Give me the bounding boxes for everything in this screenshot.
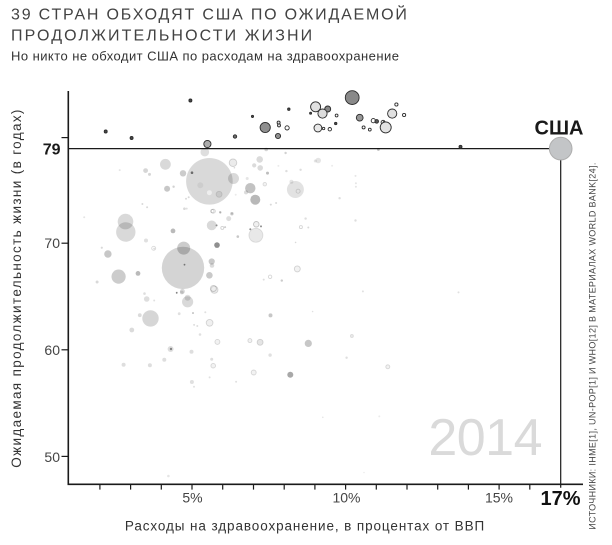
svg-text:15%: 15% <box>485 490 513 506</box>
svg-text:Но никто не обходит США по рас: Но никто не обходит США по расходам на з… <box>11 48 399 63</box>
svg-text:39 СТРАН ОБХОДЯТ США ПО ОЖИДАЕ: 39 СТРАН ОБХОДЯТ США ПО ОЖИДАЕМОЙ <box>11 4 409 23</box>
svg-text:ПРОДОЛЖИТЕЛЬНОСТИ ЖИЗНИ: ПРОДОЛЖИТЕЛЬНОСТИ ЖИЗНИ <box>11 27 314 44</box>
svg-text:17%: 17% <box>540 488 580 510</box>
svg-text:10%: 10% <box>332 490 360 506</box>
svg-text:79: 79 <box>43 141 61 158</box>
svg-text:2014: 2014 <box>428 409 542 467</box>
svg-text:5%: 5% <box>182 490 202 506</box>
svg-text:Расходы на здравоохранение, в: Расходы на здравоохранение, в процентах … <box>125 519 485 534</box>
svg-text:Ожидаемая продолжительность жи: Ожидаемая продолжительность жизни (в год… <box>9 108 24 468</box>
svg-text:70: 70 <box>44 235 60 251</box>
svg-text:60: 60 <box>44 342 60 358</box>
svg-text:50: 50 <box>44 449 60 465</box>
svg-text:ИСТОЧНИКИ: IHME[1], UN-POP[1]: ИСТОЧНИКИ: IHME[1], UN-POP[1] И WHO[12] … <box>588 162 598 529</box>
svg-text:США: США <box>535 118 584 140</box>
